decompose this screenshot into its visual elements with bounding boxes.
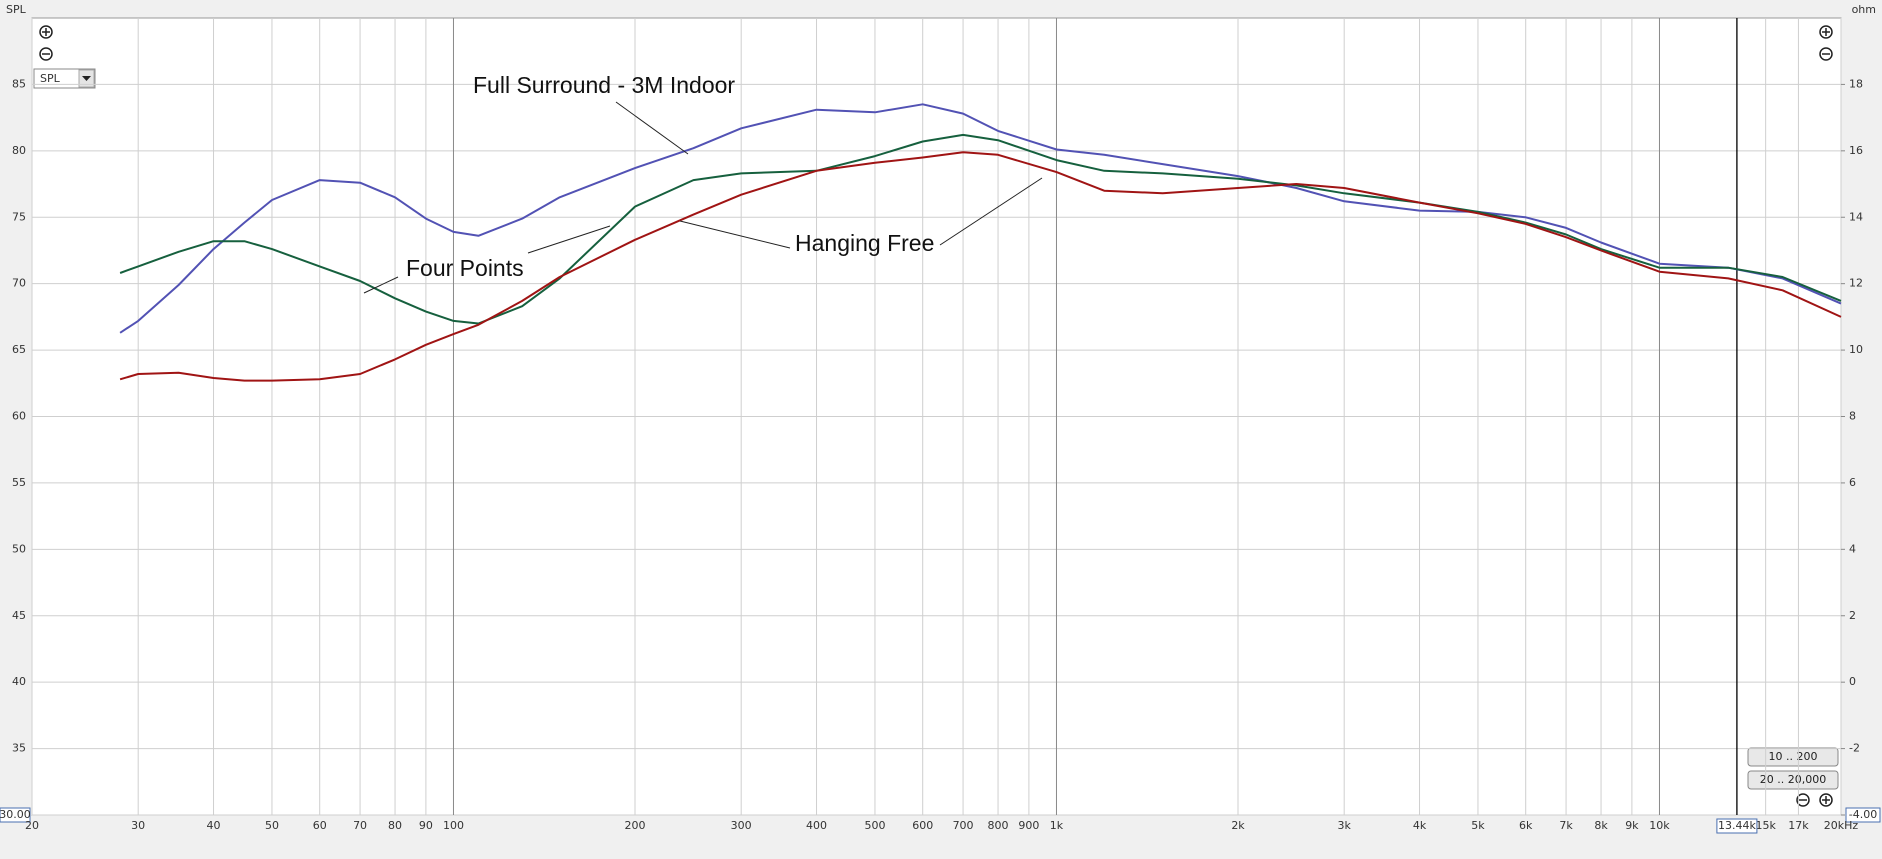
range-button[interactable] [1747,770,1839,790]
y2-tick-label: 2 [1849,609,1856,622]
x-tick-label: 70 [353,819,367,832]
zoom-in[interactable] [1819,25,1833,39]
y-axis-label: SPL [6,3,27,16]
x-tick-label: 700 [953,819,974,832]
selector-text: SPL [40,72,61,85]
zoom-in-icon [1822,796,1830,804]
annotation: Hanging Free [795,230,934,256]
x-tick-label: 20kHz [1824,819,1859,832]
y2-tick-label: 0 [1849,675,1856,688]
zoom-in[interactable] [39,25,53,39]
zoom-out[interactable] [39,47,53,61]
x-tick-label: 60 [313,819,327,832]
annotation: Four Points [406,255,524,281]
annotation-leader [679,220,791,249]
annotation-leader [939,177,1043,246]
y2-axis-label: ohm [1852,3,1876,16]
y2-tick-label: 14 [1849,210,1863,223]
x-tick-label: 600 [912,819,933,832]
annotation-leader [527,225,611,254]
y-tick-label: 80 [12,144,26,157]
y-tick-label: 60 [12,410,26,423]
x-tick-label: 300 [731,819,752,832]
cursor-box [1716,818,1758,834]
y-tick-label: 40 [12,675,26,688]
range-button-label[interactable]: 10 .. 200 [1769,750,1818,763]
y-tick-label: 70 [12,277,26,290]
x-tick-label: 7k [1559,819,1573,832]
range-buttons[interactable]: 10 .. 200 20 .. 20,000 [1747,747,1839,790]
x-tick-label: 50 [265,819,279,832]
selector[interactable]: SPL [33,68,96,89]
series-line [119,103,1842,334]
range-button[interactable] [1747,747,1839,767]
series-line [119,151,1842,382]
x-tick-label: 10k [1649,819,1670,832]
x-tick-label: 100 [443,819,464,832]
zoom-controls[interactable] [39,25,1833,807]
y2-tick-label: 12 [1849,277,1863,290]
x-tick-label: 2k [1231,819,1245,832]
x-tick-label: 17k [1788,819,1809,832]
x-tick-label: 400 [806,819,827,832]
y-tick-label: 35 [12,742,26,755]
y2-tick-label: 10 [1849,343,1863,356]
y2-tick-label: 16 [1849,144,1863,157]
range-box [0,807,31,823]
y2-tick-label: 4 [1849,542,1856,555]
zoom-out[interactable] [1819,47,1833,61]
y-tick-label: 45 [12,609,26,622]
annotation-leader [615,101,689,155]
x-tick-label: 800 [988,819,1009,832]
zoom-in-icon [1822,28,1830,36]
x-tick-label: 3k [1337,819,1351,832]
y-tick-label: 30.00 [0,808,31,821]
x-tick-label: 500 [864,819,885,832]
x-tick-label: 90 [419,819,433,832]
x-tick-label: 30 [131,819,145,832]
x-tick-label: 8k [1594,819,1608,832]
x-tick-label: 900 [1018,819,1039,832]
selector-arrow [82,76,91,81]
y-tick-label: 65 [12,343,26,356]
zoom-in[interactable] [1819,793,1833,807]
x-tick-label: 80 [388,819,402,832]
zoom-out[interactable] [1796,793,1810,807]
cursor-label: 13.44k [1718,819,1756,832]
x-tick-label: 20 [25,819,39,832]
y2-tick-label: 18 [1849,77,1863,90]
y2-tick-label: 8 [1849,410,1856,423]
x-tick-label: 6k [1519,819,1533,832]
x-tick-label: 4k [1413,819,1427,832]
range-box [1845,807,1881,823]
grid [31,18,1842,816]
y-tick-label: 55 [12,476,26,489]
y-tick-label: 85 [12,77,26,90]
y2-tick-label: -2 [1849,742,1860,755]
x-tick-label: 200 [625,819,646,832]
annotation: Full Surround - 3M Indoor [473,72,735,98]
annotation-leader [363,276,399,294]
x-tick-label: 9k [1625,819,1639,832]
zoom-in-icon [42,28,50,36]
y2-tick-label: -4.00 [1849,808,1877,821]
y-tick-label: 75 [12,210,26,223]
y2-tick-label: 6 [1849,476,1856,489]
range-button-label[interactable]: 20 .. 20,000 [1760,773,1826,786]
y-tick-label: 50 [12,542,26,555]
series-line [119,133,1842,325]
x-tick-label: 40 [207,819,221,832]
x-tick-label: 1k [1050,819,1064,832]
x-tick-label: 5k [1471,819,1485,832]
x-tick-label: 15k [1755,819,1776,832]
